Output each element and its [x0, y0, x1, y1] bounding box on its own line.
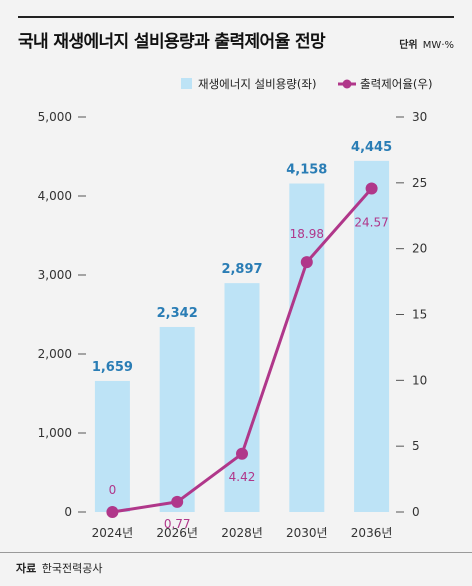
- y-left-tick-label: 4,000: [38, 189, 72, 203]
- capacity-bar-label: 4,445: [351, 140, 392, 155]
- unit-note: 단위 MW·%: [399, 36, 454, 51]
- legend-label-curtailment: 출력제어율(우): [360, 77, 432, 91]
- x-category-label: 2030년: [286, 526, 328, 540]
- capacity-bar-label: 4,158: [286, 163, 327, 178]
- capacity-bar-label: 1,659: [92, 360, 133, 375]
- chart-title: 국내 재생에너지 설비용량과 출력제어율 전망: [18, 32, 326, 52]
- source-value: 한국전력공사: [41, 562, 103, 575]
- capacity-bar: [354, 160, 390, 512]
- x-category-label: 2028년: [221, 526, 263, 540]
- x-category-label: 2024년: [92, 526, 134, 540]
- capacity-bar-label: 2,342: [157, 306, 198, 321]
- y-right-tick-label: 10: [412, 373, 427, 387]
- capacity-bar-label: 2,897: [221, 262, 262, 277]
- legend-label-capacity: 재생에너지 설비용량(좌): [198, 77, 316, 91]
- top-rule: [18, 16, 454, 18]
- y-left-tick-label: 5,000: [38, 110, 72, 124]
- capacity-bar: [159, 326, 195, 512]
- legend-swatch-capacity: [181, 78, 192, 89]
- bottom-rule: [0, 552, 472, 553]
- curtailment-point: [365, 182, 378, 195]
- x-category-label: 2026년: [156, 526, 198, 540]
- source-note: 자료 한국전력공사: [16, 560, 102, 576]
- unit-label: 단위: [399, 40, 418, 51]
- curtailment-value-label: 0.77: [164, 517, 191, 531]
- curtailment-value-label: 24.57: [354, 215, 388, 229]
- y-right-tick-label: 20: [412, 242, 427, 256]
- source-label: 자료: [16, 562, 37, 575]
- curtailment-value-label: 4.42: [229, 470, 256, 484]
- y-right-tick-label: 25: [412, 176, 427, 190]
- y-right-tick-label: 15: [412, 308, 427, 322]
- capacity-bar: [94, 380, 130, 512]
- curtailment-point: [236, 447, 248, 460]
- y-left-tick-label: 3,000: [38, 268, 72, 282]
- y-right-tick-label: 0: [412, 505, 420, 519]
- curtailment-point: [300, 256, 313, 269]
- y-left-tick-label: 0: [64, 505, 72, 519]
- legend-marker-curtailment: [342, 79, 352, 89]
- curtailment-value-label: 0: [109, 483, 117, 497]
- y-right-tick-label: 5: [412, 439, 420, 453]
- capacity-bar: [224, 283, 260, 512]
- unit-value: MW·%: [422, 40, 454, 51]
- y-left-tick-label: 1,000: [38, 426, 72, 440]
- capacity-bar: [289, 183, 325, 512]
- curtailment-value-label: 18.98: [290, 227, 324, 241]
- curtailment-point: [171, 495, 184, 508]
- curtailment-point: [106, 506, 119, 518]
- y-left-tick-label: 2,000: [38, 347, 72, 361]
- y-right-tick-label: 30: [412, 110, 427, 124]
- x-category-label: 2036년: [351, 526, 393, 540]
